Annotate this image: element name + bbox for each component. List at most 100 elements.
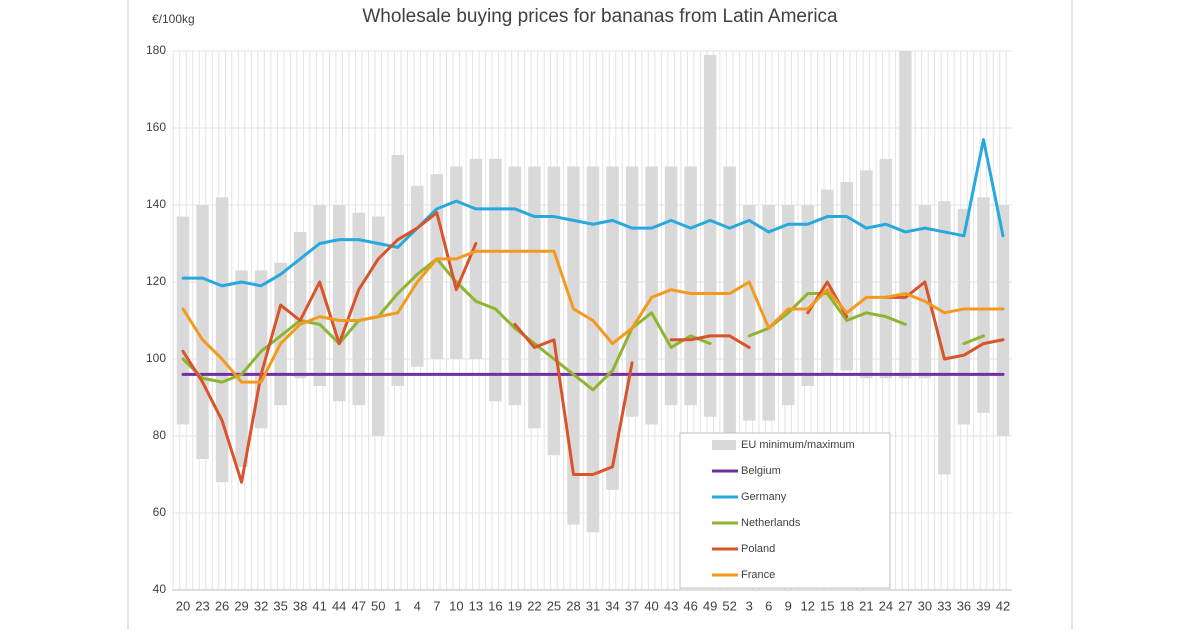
x-tick-label: 19 [508, 598, 522, 613]
y-tick-label: 100 [146, 351, 166, 365]
range-bar [332, 205, 346, 402]
range-bar [899, 51, 912, 379]
range-bar [664, 166, 678, 406]
series-line [181, 211, 1005, 484]
x-tick-label: 3 [746, 598, 753, 613]
range-bar [918, 205, 932, 379]
range-bar [508, 166, 522, 406]
legend-label: EU minimum/maximum [741, 439, 855, 451]
x-tick-label: 41 [312, 598, 326, 613]
y-tick-label: 160 [146, 120, 166, 134]
x-tick-label: 30 [918, 598, 932, 613]
range-bar [313, 205, 326, 386]
range-bar [567, 166, 580, 525]
y-tick-label: 60 [153, 505, 167, 519]
x-tick-label: 40 [644, 598, 658, 613]
x-tick-label: 52 [722, 598, 736, 613]
x-tick-label: 13 [469, 598, 483, 613]
range-bar [840, 181, 854, 371]
x-tick-label: 4 [414, 598, 421, 613]
range-bar [274, 262, 287, 406]
x-tick-label: 32 [254, 598, 268, 613]
x-tick-label: 7 [433, 598, 440, 613]
range-bar [489, 158, 502, 402]
range-bar [391, 154, 405, 386]
x-tick-label: 24 [879, 598, 893, 613]
range-bar [450, 166, 463, 359]
range-bar [879, 158, 893, 379]
x-tick-label: 47 [351, 598, 365, 613]
range-bar [606, 166, 619, 490]
x-tick-label: 22 [527, 598, 541, 613]
x-tick-label: 25 [547, 598, 561, 613]
range-bar [781, 205, 795, 406]
x-tick-label: 42 [996, 598, 1010, 613]
x-tick-label: 35 [273, 598, 287, 613]
range-bar [762, 205, 775, 421]
legend-label: France [741, 569, 775, 581]
range-bar [196, 205, 209, 460]
range-bar [860, 170, 873, 379]
x-tick-label: 15 [820, 598, 834, 613]
x-tick-label: 23 [195, 598, 209, 613]
x-tick-label: 16 [488, 598, 502, 613]
series-line [181, 138, 1005, 288]
x-tick-label: 20 [176, 598, 190, 613]
y-tick-label: 140 [146, 197, 166, 211]
x-tick-label: 9 [785, 598, 792, 613]
range-bar [684, 166, 697, 406]
range-bar [528, 166, 541, 429]
x-tick-label: 43 [664, 598, 678, 613]
range-bar [723, 166, 736, 436]
y-tick-label: 180 [146, 43, 166, 57]
range-bar [547, 166, 561, 456]
legend-label: Belgium [741, 465, 781, 477]
series-line [181, 249, 1005, 384]
y-tick-label: 40 [153, 582, 167, 596]
legend-label: Netherlands [741, 517, 801, 529]
range-bar [215, 197, 229, 483]
range-bar [586, 166, 600, 533]
range-bar [235, 270, 248, 467]
range-bar [293, 231, 307, 379]
x-tick-label: 6 [765, 598, 772, 613]
x-tick-label: 39 [976, 598, 990, 613]
range-bar [703, 54, 717, 417]
x-tick-label: 36 [957, 598, 971, 613]
x-tick-label: 34 [605, 598, 619, 613]
x-tick-label: 50 [371, 598, 385, 613]
x-tick-label: 38 [293, 598, 307, 613]
legend-swatch [712, 440, 736, 450]
x-tick-label: 1 [394, 598, 401, 613]
x-tick-label: 27 [898, 598, 912, 613]
range-bar [957, 208, 971, 425]
range-bar [371, 216, 385, 436]
range-bar [430, 174, 444, 359]
range-bar [742, 205, 756, 421]
range-bar [977, 197, 990, 413]
x-tick-label: 49 [703, 598, 717, 613]
x-tick-label: 37 [625, 598, 639, 613]
y-tick-label: 80 [153, 428, 167, 442]
chart-title: Wholesale buying prices for bananas from… [362, 6, 838, 27]
range-bar [352, 212, 365, 406]
x-tick-label: 28 [566, 598, 580, 613]
range-bar [469, 158, 483, 359]
range-bar [645, 166, 658, 425]
legend: EU minimum/maximum Belgium Germany Netherla… [679, 432, 891, 589]
range-bar [938, 201, 951, 475]
legend-label: Poland [741, 543, 775, 555]
y-axis-unit: €/100kg [152, 12, 195, 26]
x-tick-label: 26 [215, 598, 229, 613]
legend-label: Germany [741, 491, 787, 503]
x-tick-label: 46 [683, 598, 697, 613]
x-tick-label: 10 [449, 598, 463, 613]
x-tick-label: 21 [859, 598, 873, 613]
x-tick-label: 29 [234, 598, 248, 613]
x-tick-label: 31 [586, 598, 600, 613]
range-bar [176, 216, 190, 425]
x-tick-label: 12 [801, 598, 815, 613]
range-bar [996, 205, 1010, 436]
